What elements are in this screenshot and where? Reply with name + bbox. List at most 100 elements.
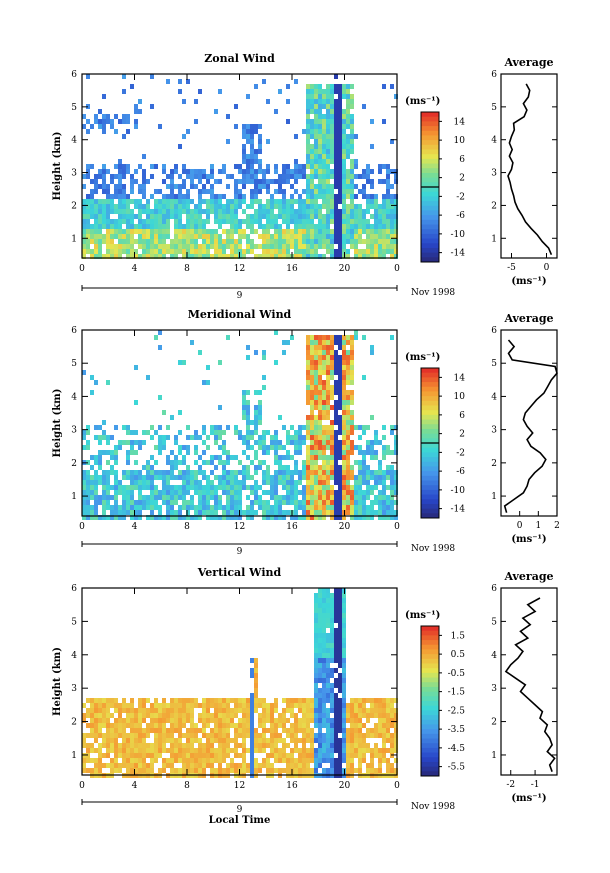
heatmap-cell: [306, 119, 310, 124]
heatmap-cell: [170, 470, 174, 475]
heatmap-cell: [282, 698, 286, 703]
colorbar-segment: [421, 419, 439, 425]
heatmap-cell: [126, 194, 130, 199]
heatmap-cell: [178, 510, 182, 515]
heatmap-cell: [338, 485, 342, 490]
heatmap-cell: [286, 758, 290, 763]
heatmap-cell: [234, 475, 238, 480]
heatmap-cell: [286, 440, 290, 445]
heatmap-cell: [234, 485, 238, 490]
heatmap-cell: [330, 345, 334, 350]
heatmap-cell: [198, 224, 202, 229]
heatmap-cell: [118, 505, 122, 510]
heatmap-cell: [306, 415, 310, 420]
heatmap-cell: [334, 653, 338, 658]
heatmap-cell: [126, 753, 130, 758]
heatmap-cell: [238, 698, 242, 703]
heatmap-cell: [194, 430, 198, 435]
heatmap-cell: [266, 99, 270, 104]
heatmap-cell: [150, 495, 154, 500]
heatmap-cell: [246, 485, 250, 490]
heatmap-cell: [82, 475, 86, 480]
heatmap-cell: [270, 209, 274, 214]
heatmap-cell: [118, 480, 122, 485]
heatmap-cell: [322, 753, 326, 758]
heatmap-cell: [318, 395, 322, 400]
heatmap-cell: [226, 199, 230, 204]
heatmap-cell: [314, 244, 318, 249]
heatmap-cell: [230, 490, 234, 495]
heatmap-cell: [334, 239, 338, 244]
heatmap-cell: [230, 174, 234, 179]
heatmap-cell: [306, 189, 310, 194]
heatmap-cell: [302, 164, 306, 169]
heatmap-cell: [346, 410, 350, 415]
heatmap-cell: [162, 435, 166, 440]
heatmap-cell: [162, 209, 166, 214]
heatmap-cell: [222, 465, 226, 470]
heatmap-cell: [318, 390, 322, 395]
heatmap-cell: [274, 254, 278, 259]
heatmap-cell: [182, 718, 186, 723]
heatmap-cell: [126, 495, 130, 500]
heatmap-cell: [330, 159, 334, 164]
x-tick-label: 20: [339, 522, 351, 532]
heatmap-cell: [234, 505, 238, 510]
heatmap-cell: [150, 465, 154, 470]
heatmap-cell: [262, 375, 266, 380]
heatmap-cell: [146, 179, 150, 184]
heatmap-cell: [262, 204, 266, 209]
heatmap-cell: [202, 718, 206, 723]
heatmap-cell: [286, 84, 290, 89]
heatmap-cell: [282, 214, 286, 219]
heatmap-cell: [390, 465, 394, 470]
heatmap-cell: [102, 495, 106, 500]
heatmap-cell: [114, 768, 118, 773]
heatmap-cell: [146, 224, 150, 229]
heatmap-cell: [118, 440, 122, 445]
heatmap-cell: [246, 510, 250, 515]
heatmap-cell: [198, 249, 202, 254]
heatmap-cell: [150, 244, 154, 249]
heatmap-cell: [290, 728, 294, 733]
heatmap-cell: [258, 703, 262, 708]
heatmap-cell: [350, 104, 354, 109]
heatmap-cell: [126, 723, 130, 728]
heatmap-cell: [162, 179, 166, 184]
heatmap-cell: [82, 718, 86, 723]
heatmap-cell: [378, 515, 382, 520]
heatmap-cell: [314, 495, 318, 500]
heatmap-cell: [210, 254, 214, 259]
heatmap-cell: [98, 718, 102, 723]
heatmap-cell: [314, 505, 318, 510]
heatmap-cell: [106, 224, 110, 229]
heatmap-cell: [342, 495, 346, 500]
heatmap-cell: [350, 500, 354, 505]
heatmap-cell: [94, 485, 98, 490]
heatmap-cell: [202, 209, 206, 214]
heatmap-cell: [314, 603, 318, 608]
heatmap-cell: [390, 768, 394, 773]
heatmap-cell: [278, 204, 282, 209]
heatmap-cell: [130, 490, 134, 495]
heatmap-cell: [98, 204, 102, 209]
heatmap-cell: [330, 648, 334, 653]
heatmap-cell: [162, 758, 166, 763]
heatmap-cell: [326, 114, 330, 119]
heatmap-cell: [170, 748, 174, 753]
heatmap-cell: [202, 184, 206, 189]
heatmap-cell: [246, 723, 250, 728]
heatmap-cell: [334, 365, 338, 370]
heatmap-cell: [334, 633, 338, 638]
heatmap-cell: [306, 335, 310, 340]
heatmap-cell: [290, 738, 294, 743]
heatmap-cell: [246, 249, 250, 254]
heatmap-cell: [138, 698, 142, 703]
heatmap-cell: [338, 598, 342, 603]
profile-frame: [500, 329, 558, 517]
heatmap-cell: [242, 728, 246, 733]
heatmap-cell: [334, 204, 338, 209]
heatmap-cell: [102, 254, 106, 259]
heatmap-cell: [342, 743, 346, 748]
heatmap-cell: [82, 510, 86, 515]
